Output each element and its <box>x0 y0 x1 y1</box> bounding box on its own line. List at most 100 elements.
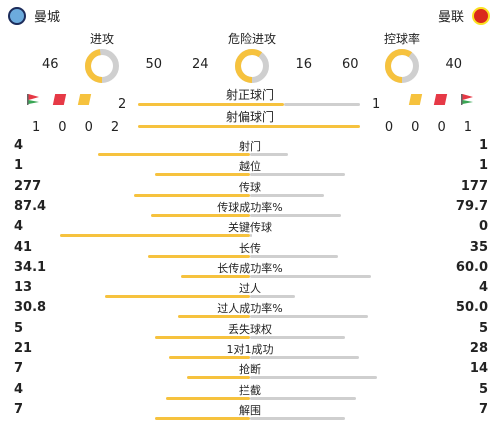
donut-stat: 控球率 60 40 <box>342 30 462 90</box>
stat-away-value: 14 <box>469 361 488 377</box>
donut-home-value: 46 <box>42 57 59 72</box>
stat-home-value: 7 <box>14 401 24 417</box>
stat-away-value: 28 <box>469 341 488 356</box>
shots-off-away-counts: 0 0 0 1 <box>385 120 472 135</box>
stat-away-value: 79.7 <box>455 198 488 214</box>
donut-away-value: 16 <box>295 57 312 72</box>
stat-away-value: 7 <box>478 401 488 417</box>
home-team-name: 曼城 <box>34 10 61 25</box>
shots-off-home-count: 0 <box>84 120 93 135</box>
stat-row: 4 射门 1 <box>0 138 500 160</box>
stat-home-bar <box>134 193 250 197</box>
stat-home-bar <box>98 153 250 156</box>
donut-ring <box>385 49 419 83</box>
stat-away-bar <box>250 254 338 258</box>
shots-on-target-row: 射正球门 2 1 <box>0 88 500 116</box>
shots-off-home-count: 2 <box>110 120 120 135</box>
stat-away-bar <box>250 193 325 197</box>
match-header: 曼城 曼联 <box>0 0 500 30</box>
stat-name: 关键传球 <box>228 221 272 235</box>
stat-name: 越位 <box>239 160 261 174</box>
stat-away-value: 4 <box>478 280 488 296</box>
stat-name: 抢断 <box>239 363 261 377</box>
stat-away-bar <box>250 234 252 238</box>
home-team[interactable]: 曼城 <box>8 6 60 25</box>
stat-away-value: 0 <box>478 219 488 235</box>
stat-home-value: 13 <box>14 280 33 296</box>
away-team-name: 曼联 <box>437 10 464 25</box>
stat-home-bar <box>147 254 250 258</box>
home-cards <box>26 94 92 105</box>
stat-away-bar <box>250 396 356 400</box>
stat-home-value: 5 <box>14 320 24 336</box>
stat-row: 277 传球 177 <box>0 179 500 201</box>
stat-away-bar <box>250 356 359 359</box>
donut-title: 进攻 <box>89 32 114 46</box>
stat-away-value: 1 <box>478 138 488 153</box>
stat-home-bar <box>165 396 250 400</box>
stat-away-value: 177 <box>460 178 488 194</box>
stat-away-bar <box>250 335 345 339</box>
stat-row: 4 拦截 5 <box>0 382 500 404</box>
stat-home-value: 21 <box>14 341 33 356</box>
stat-name: 长传成功率% <box>217 261 283 275</box>
stat-away-bar <box>250 315 368 319</box>
stat-away-value: 60.0 <box>455 259 488 275</box>
shots-off-away-count: 0 <box>411 120 420 135</box>
stat-away-bar <box>250 153 288 156</box>
stat-away-bar <box>250 376 377 380</box>
stat-name: 解围 <box>239 403 261 417</box>
stat-row: 4 关键传球 0 <box>0 219 500 241</box>
shots-off-away-count: 1 <box>463 120 472 135</box>
donut-home-value: 60 <box>342 57 359 72</box>
stat-home-value: 34.1 <box>14 259 47 275</box>
shots-off-label: 射偏球门 <box>225 110 274 124</box>
stat-name: 拦截 <box>239 383 261 397</box>
shots-off-away-count: 0 <box>437 120 446 135</box>
stat-home-bar <box>177 315 250 319</box>
stat-name: 射门 <box>239 140 261 153</box>
man-city-crest-icon <box>8 6 26 25</box>
away-team[interactable]: 曼联 <box>438 6 490 25</box>
stat-home-bar <box>150 213 250 217</box>
stat-home-bar <box>168 356 250 359</box>
stat-name: 1对1成功 <box>226 343 274 356</box>
stat-away-bar <box>250 213 341 217</box>
stat-away-value: 50.0 <box>455 300 488 316</box>
stat-home-value: 41 <box>14 239 33 255</box>
stat-home-value: 87.4 <box>14 198 47 214</box>
donut-title: 危险进攻 <box>227 32 276 46</box>
stat-name: 丢失球权 <box>228 322 272 336</box>
stat-row: 5 丢失球权 5 <box>0 321 500 343</box>
shots-on-label: 射正球门 <box>225 88 274 102</box>
donut-home-arc <box>85 49 119 83</box>
stat-home-value: 1 <box>14 158 24 174</box>
corner-flag-icon <box>27 94 39 105</box>
stat-away-bar <box>250 416 345 420</box>
shots-off-home-bar <box>138 125 360 128</box>
shots-on-away-bar <box>284 103 360 106</box>
stat-home-value: 4 <box>14 381 24 397</box>
stat-home-bar <box>155 416 250 420</box>
shots-off-home-counts: 1 0 0 2 <box>32 120 119 135</box>
stat-away-bar <box>250 295 295 299</box>
stat-home-bar <box>155 335 250 339</box>
stat-row: 41 长传 35 <box>0 240 500 262</box>
donut-stat: 进攻 46 50 <box>42 30 162 90</box>
stat-row: 13 过人 4 <box>0 280 500 302</box>
stat-name: 传球 <box>239 180 261 194</box>
stat-home-bar <box>60 234 250 238</box>
donut-ring <box>235 49 269 83</box>
stat-home-value: 30.8 <box>14 300 47 316</box>
donut-away-value: 50 <box>145 57 162 72</box>
stat-home-value: 4 <box>14 138 24 153</box>
stat-away-value: 35 <box>469 239 488 255</box>
shots-off-home-count: 0 <box>58 120 67 135</box>
stat-home-bar <box>186 376 250 380</box>
stat-name: 过人 <box>239 282 261 296</box>
stat-away-bar <box>250 173 345 177</box>
corner-flag-icon <box>461 94 473 105</box>
stat-away-bar <box>250 274 372 278</box>
donut-home-arc <box>235 49 269 83</box>
stat-row: 7 抢断 14 <box>0 361 500 383</box>
